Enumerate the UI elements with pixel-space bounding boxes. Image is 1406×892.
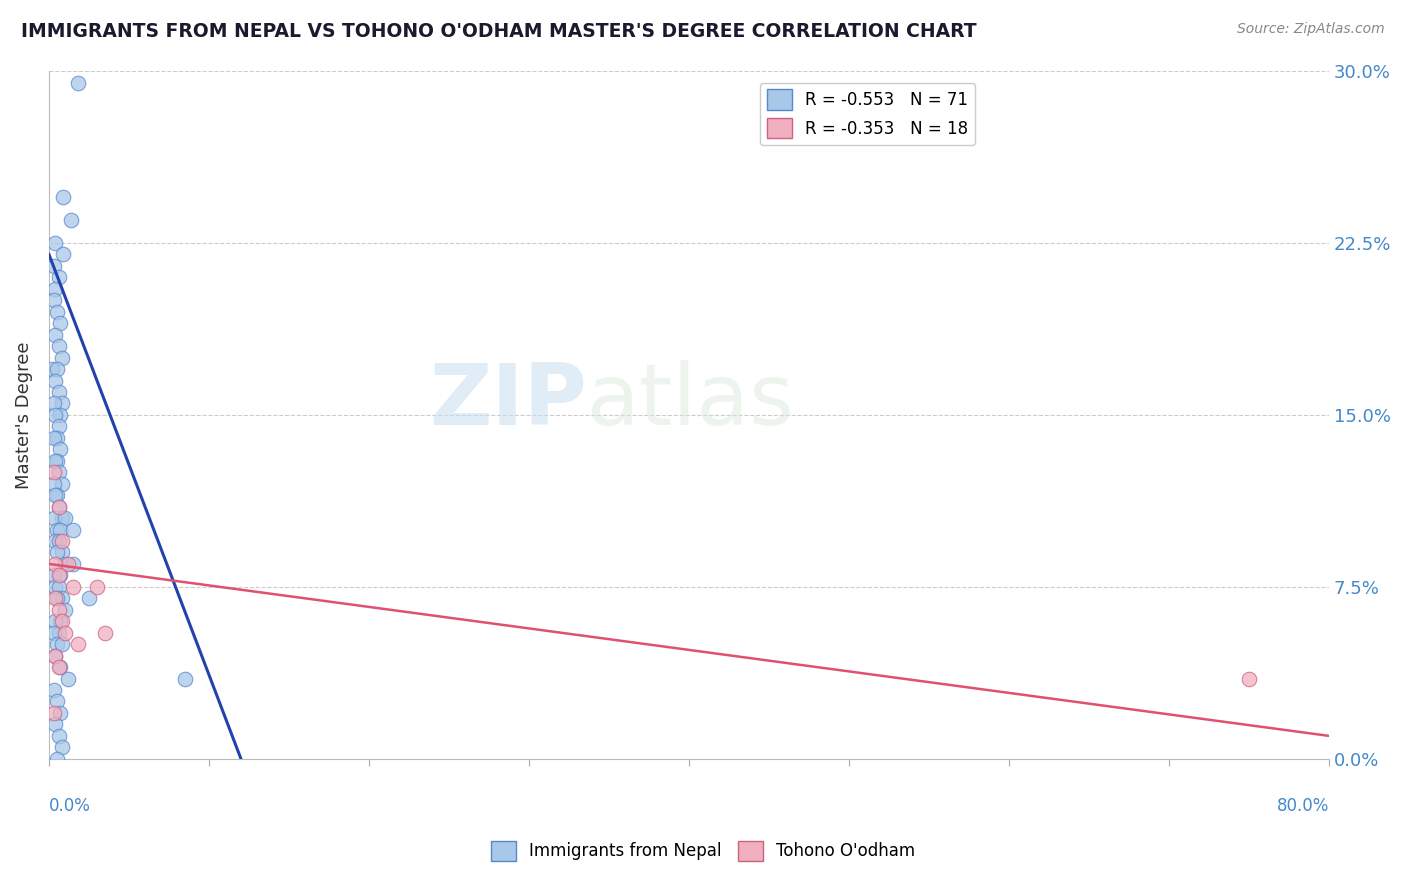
Point: [66, 637, 89, 651]
Point: [46, 362, 69, 376]
Point: [42, 396, 65, 410]
Point: [42, 511, 65, 525]
Point: [77, 591, 100, 606]
Point: [44, 580, 66, 594]
Point: [48, 534, 70, 549]
Point: [44, 488, 66, 502]
Point: [42, 465, 65, 479]
Point: [44, 591, 66, 606]
Point: [53, 625, 76, 640]
Y-axis label: Master's Degree: Master's Degree: [15, 341, 32, 489]
Point: [44, 408, 66, 422]
Point: [51, 396, 73, 410]
Point: [53, 557, 76, 571]
Point: [52, 247, 75, 261]
Point: [56, 672, 79, 686]
Point: [48, 384, 70, 399]
Point: [42, 625, 65, 640]
Point: [174, 672, 197, 686]
Point: [48, 568, 70, 582]
Point: [46, 591, 69, 606]
Point: [51, 614, 73, 628]
Legend: Immigrants from Nepal, Tohono O'odham: Immigrants from Nepal, Tohono O'odham: [484, 834, 922, 868]
Text: Source: ZipAtlas.com: Source: ZipAtlas.com: [1237, 22, 1385, 37]
Point: [49, 316, 72, 330]
Point: [44, 454, 66, 468]
Text: 80.0%: 80.0%: [1277, 797, 1329, 814]
Point: [44, 717, 66, 731]
Point: [53, 603, 76, 617]
Point: [41, 362, 63, 376]
Point: [46, 431, 69, 445]
Point: [46, 545, 69, 559]
Point: [48, 419, 70, 434]
Point: [48, 465, 70, 479]
Point: [49, 614, 72, 628]
Point: [62, 523, 84, 537]
Point: [49, 568, 72, 582]
Point: [48, 500, 70, 514]
Point: [51, 545, 73, 559]
Point: [49, 408, 72, 422]
Point: [62, 580, 84, 594]
Legend: R = -0.553   N = 71, R = -0.353   N = 18: R = -0.553 N = 71, R = -0.353 N = 18: [761, 83, 974, 145]
Point: [51, 476, 73, 491]
Point: [48, 729, 70, 743]
Point: [46, 454, 69, 468]
Text: ZIP: ZIP: [429, 359, 586, 442]
Point: [48, 603, 70, 617]
Point: [56, 557, 79, 571]
Text: IMMIGRANTS FROM NEPAL VS TOHONO O'ODHAM MASTER'S DEGREE CORRELATION CHART: IMMIGRANTS FROM NEPAL VS TOHONO O'ODHAM …: [21, 22, 977, 41]
Point: [1237, 672, 1260, 686]
Point: [49, 660, 72, 674]
Point: [51, 591, 73, 606]
Point: [49, 706, 72, 720]
Point: [44, 648, 66, 663]
Point: [42, 293, 65, 308]
Point: [42, 568, 65, 582]
Point: [44, 614, 66, 628]
Point: [48, 339, 70, 353]
Point: [44, 235, 66, 250]
Point: [46, 488, 69, 502]
Point: [44, 282, 66, 296]
Point: [94, 625, 117, 640]
Point: [44, 557, 66, 571]
Point: [46, 305, 69, 319]
Point: [66, 76, 89, 90]
Text: 0.0%: 0.0%: [49, 797, 91, 814]
Point: [46, 523, 69, 537]
Point: [44, 327, 66, 342]
Point: [62, 557, 84, 571]
Point: [46, 694, 69, 708]
Point: [51, 637, 73, 651]
Point: [42, 706, 65, 720]
Point: [60, 213, 83, 227]
Point: [51, 351, 73, 365]
Point: [48, 270, 70, 285]
Point: [44, 648, 66, 663]
Point: [44, 534, 66, 549]
Point: [42, 431, 65, 445]
Point: [51, 740, 73, 755]
Point: [46, 752, 69, 766]
Point: [49, 523, 72, 537]
Point: [51, 511, 73, 525]
Point: [46, 637, 69, 651]
Text: atlas: atlas: [586, 359, 794, 442]
Point: [86, 580, 108, 594]
Point: [42, 683, 65, 698]
Point: [48, 580, 70, 594]
Point: [53, 511, 76, 525]
Point: [42, 259, 65, 273]
Point: [48, 500, 70, 514]
Point: [48, 660, 70, 674]
Point: [51, 534, 73, 549]
Point: [49, 442, 72, 457]
Point: [48, 625, 70, 640]
Point: [42, 476, 65, 491]
Point: [44, 374, 66, 388]
Point: [52, 190, 75, 204]
